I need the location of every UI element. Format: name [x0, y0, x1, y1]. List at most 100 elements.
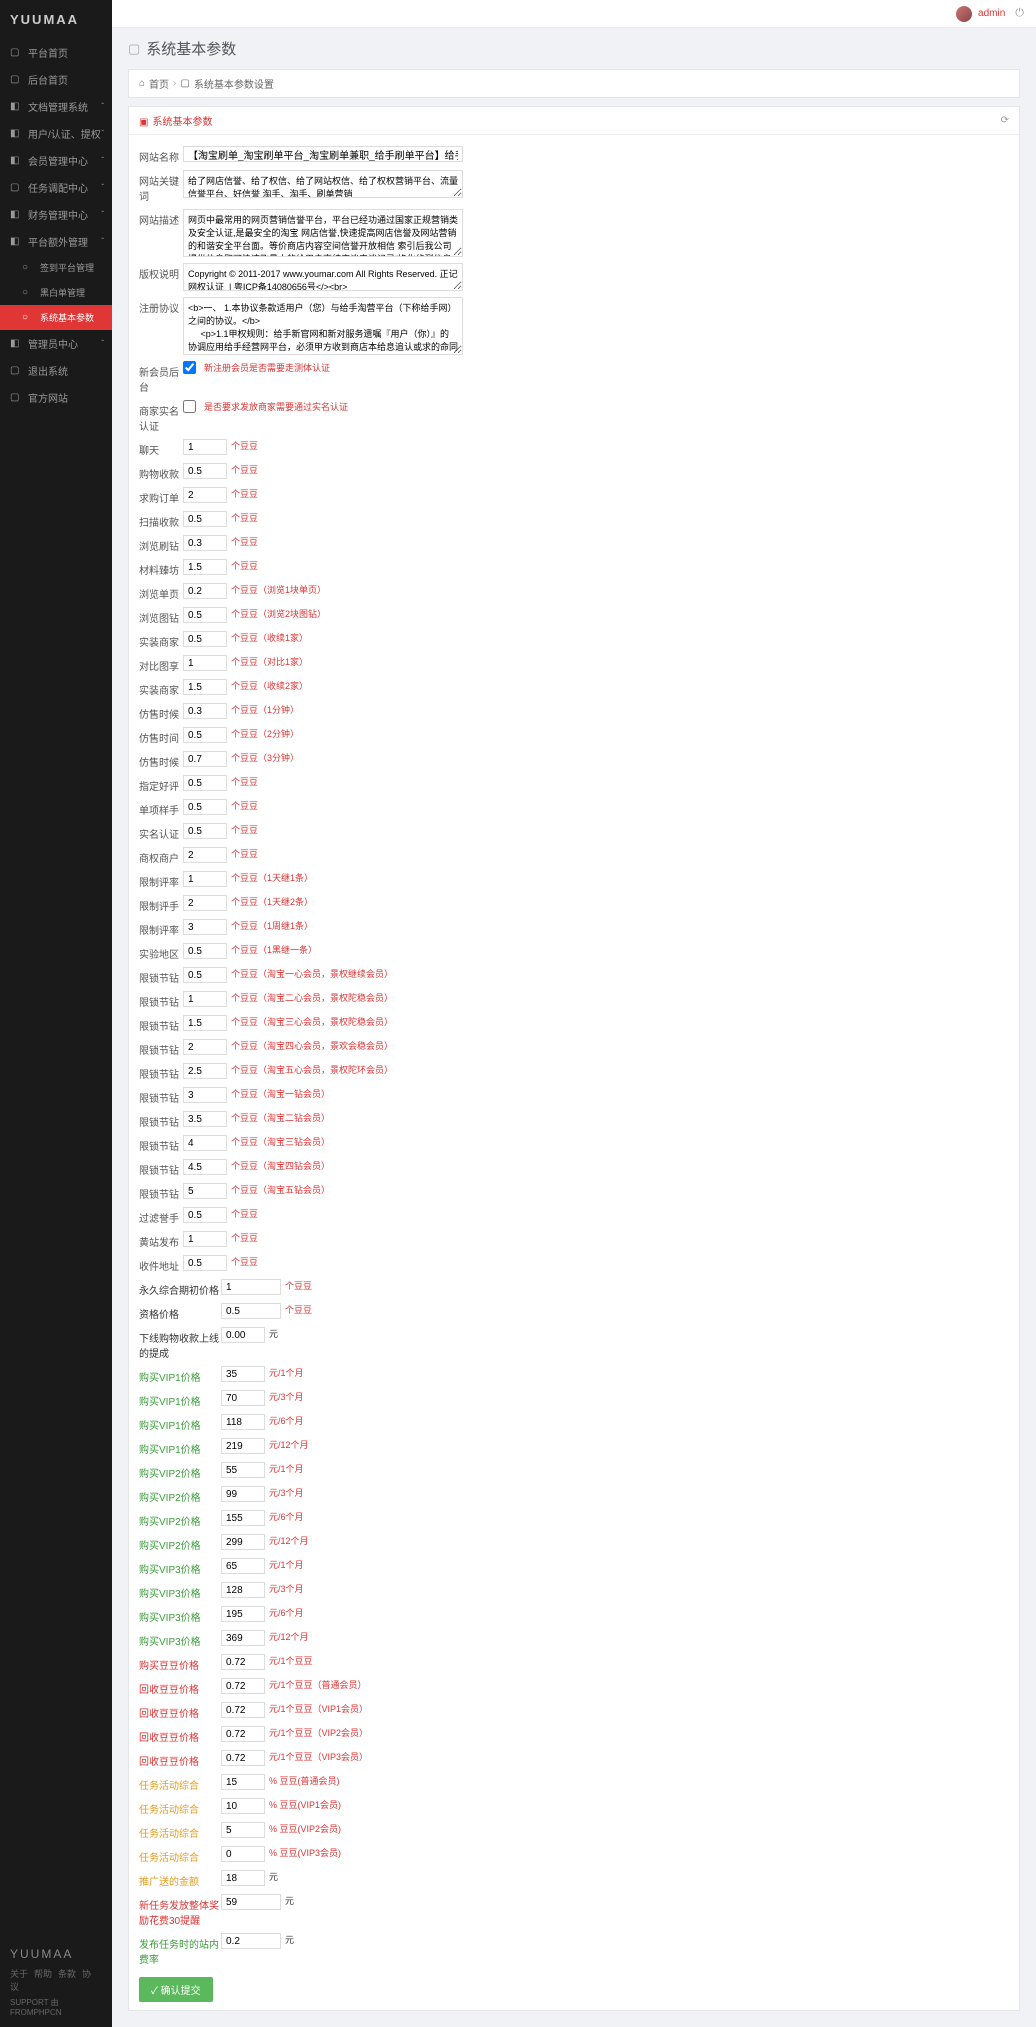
field-input[interactable] — [183, 487, 227, 503]
home-icon[interactable]: ⌂ — [139, 78, 145, 89]
nav-label: 管理员中心 — [28, 336, 78, 351]
field-input[interactable] — [183, 775, 227, 791]
field-input[interactable] — [183, 511, 227, 527]
field-input[interactable] — [183, 1159, 227, 1175]
input-reg[interactable]: <b>一、 1.本协议条款适用户（您）与给手淘营平台（下称给手网）之间的协议。<… — [183, 297, 463, 355]
field-input[interactable] — [183, 559, 227, 575]
nav-label: 会员管理中心 — [28, 153, 88, 168]
field-input[interactable] — [221, 1582, 265, 1598]
field-input[interactable] — [183, 1087, 227, 1103]
field-input[interactable] — [221, 1822, 265, 1838]
field-input[interactable] — [221, 1894, 281, 1910]
nav-icon: ▢ — [10, 392, 22, 403]
field-input[interactable] — [183, 463, 227, 479]
field-input[interactable] — [183, 1255, 227, 1271]
input-seo[interactable]: 给了网店信誉、给了权信、给了网站权信、给了权权营销平台、流量信誉平台、好信誉 淘… — [183, 170, 463, 198]
nav-item[interactable]: ▢退出系统 — [0, 357, 112, 384]
field-input[interactable] — [221, 1798, 265, 1814]
input-site-name[interactable] — [183, 146, 463, 162]
field-input[interactable] — [183, 847, 227, 863]
nav-item[interactable]: ▢平台首页 — [0, 39, 112, 66]
field-input[interactable] — [221, 1654, 265, 1670]
field-input[interactable] — [183, 991, 227, 1007]
nav-item[interactable]: ▢后台首页 — [0, 66, 112, 93]
field-input[interactable] — [183, 1231, 227, 1247]
field-input[interactable] — [183, 823, 227, 839]
field-input[interactable] — [183, 967, 227, 983]
input-desc[interactable]: 网页中最常用的网页营销信誉平台，平台已经功通过国家正规营销类及安全认证,是最安全… — [183, 209, 463, 257]
field-input[interactable] — [221, 1390, 265, 1406]
nav-item[interactable]: ▢任务调配中心ˇ — [0, 174, 112, 201]
field-input[interactable] — [183, 1135, 227, 1151]
field-input[interactable] — [221, 1366, 265, 1382]
nav-item[interactable]: ◧管理员中心ˇ — [0, 330, 112, 357]
field-input[interactable] — [183, 607, 227, 623]
submit-button[interactable]: ✓ 确认提交 — [139, 1977, 213, 2002]
footer-link[interactable]: 关于 — [10, 1969, 28, 1979]
field-input[interactable] — [221, 1933, 281, 1949]
nav-item[interactable]: ▢官方网站 — [0, 384, 112, 411]
field-input[interactable] — [221, 1510, 265, 1526]
field-label: 回收豆豆价格 — [139, 1678, 221, 1696]
power-icon[interactable]: ⏻ — [1015, 7, 1024, 20]
field-input[interactable] — [183, 1111, 227, 1127]
field-input[interactable] — [221, 1702, 265, 1718]
breadcrumb-home[interactable]: 首页 — [149, 76, 169, 91]
nav-item[interactable]: ◧平台额外管理ˇ — [0, 228, 112, 255]
nav-item[interactable]: ○签到平台管理 — [0, 255, 112, 280]
field-input[interactable] — [221, 1870, 265, 1886]
field-input[interactable] — [183, 631, 227, 647]
field-input[interactable] — [221, 1726, 265, 1742]
field-input[interactable] — [221, 1678, 265, 1694]
field-input[interactable] — [183, 871, 227, 887]
input-copy[interactable]: Copyright © 2011-2017 www.youmar.com All… — [183, 263, 463, 291]
field-input[interactable] — [183, 1063, 227, 1079]
checkbox-newmember[interactable] — [183, 361, 196, 374]
field-unit: 个豆豆 — [231, 535, 258, 548]
field-input[interactable] — [183, 679, 227, 695]
field-input[interactable] — [183, 751, 227, 767]
avatar[interactable] — [956, 6, 972, 22]
field-input[interactable] — [221, 1558, 265, 1574]
field-input[interactable] — [183, 799, 227, 815]
field-input[interactable] — [183, 439, 227, 455]
nav-item[interactable]: ◧会员管理中心ˇ — [0, 147, 112, 174]
field-input[interactable] — [221, 1414, 265, 1430]
field-input[interactable] — [183, 1207, 227, 1223]
field-input[interactable] — [183, 919, 227, 935]
field-input[interactable] — [183, 535, 227, 551]
refresh-icon[interactable]: ⟳ — [1001, 115, 1009, 126]
user-name[interactable]: admin — [978, 8, 1005, 19]
field-input[interactable] — [221, 1774, 265, 1790]
footer-link[interactable]: 条款 — [58, 1969, 76, 1979]
nav-item[interactable]: ○系统基本参数 — [0, 305, 112, 330]
nav-item[interactable]: ○黑白单管理 — [0, 280, 112, 305]
field-label: 实名认证 — [139, 823, 183, 841]
field-input[interactable] — [221, 1438, 265, 1454]
nav-item[interactable]: ◧财务管理中心ˇ — [0, 201, 112, 228]
field-input[interactable] — [183, 895, 227, 911]
footer-link[interactable]: 帮助 — [34, 1969, 52, 1979]
field-input[interactable] — [183, 1039, 227, 1055]
field-input[interactable] — [183, 703, 227, 719]
field-input[interactable] — [221, 1327, 265, 1343]
nav-item[interactable]: ◧文档管理系统ˇ — [0, 93, 112, 120]
field-input[interactable] — [183, 1183, 227, 1199]
field-unit: 元 — [269, 1327, 278, 1340]
field-input[interactable] — [221, 1846, 265, 1862]
checkbox-business[interactable] — [183, 400, 196, 413]
field-input[interactable] — [221, 1606, 265, 1622]
nav-item[interactable]: ◧用户/认证、提权ˇ — [0, 120, 112, 147]
field-input[interactable] — [221, 1750, 265, 1766]
field-input[interactable] — [221, 1486, 265, 1502]
field-input[interactable] — [221, 1303, 281, 1319]
field-input[interactable] — [183, 943, 227, 959]
field-input[interactable] — [221, 1630, 265, 1646]
field-input[interactable] — [221, 1279, 281, 1295]
field-input[interactable] — [183, 583, 227, 599]
field-input[interactable] — [183, 1015, 227, 1031]
field-input[interactable] — [183, 727, 227, 743]
field-input[interactable] — [221, 1462, 265, 1478]
field-input[interactable] — [221, 1534, 265, 1550]
field-input[interactable] — [183, 655, 227, 671]
